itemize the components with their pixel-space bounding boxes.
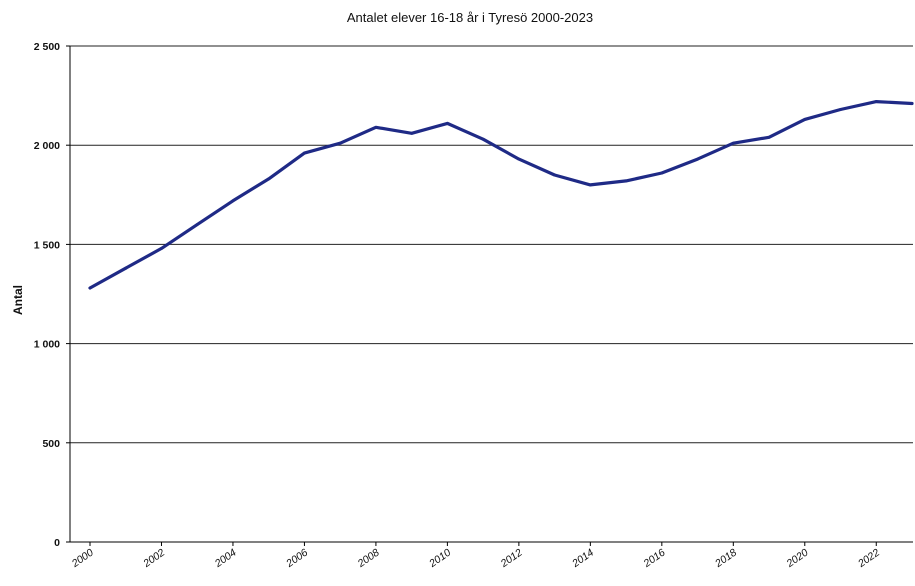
y-tick-label: 0	[54, 537, 60, 549]
data-point	[803, 118, 807, 121]
y-tick-label: 2 000	[34, 140, 60, 152]
y-tick-label: 1 000	[34, 339, 60, 351]
y-tick-label: 2 500	[34, 41, 60, 53]
data-point	[660, 171, 664, 175]
x-tick-label: 2008	[355, 547, 382, 571]
x-tick-label: 2004	[212, 547, 239, 571]
x-tick-label: 2016	[641, 547, 668, 571]
data-point	[445, 121, 449, 125]
x-tick-label: 2012	[498, 547, 525, 571]
data-point	[160, 246, 163, 250]
x-tick-label: 2022	[855, 547, 882, 571]
data-point	[553, 173, 557, 177]
data-point	[696, 157, 699, 161]
data-point	[303, 151, 306, 155]
series-line	[88, 99, 914, 290]
data-point	[410, 131, 414, 135]
data-point	[624, 179, 628, 183]
chart-title: Antalet elever 16-18 år i Tyresö 2000-20…	[347, 10, 593, 25]
data-point	[88, 286, 92, 290]
y-axis-ticks: 0 500 1 000 1 500 2 000 2 500	[34, 41, 70, 549]
data-point	[374, 125, 378, 129]
x-tick-label: 2010	[426, 547, 453, 571]
y-axis-label: Antal	[11, 285, 25, 315]
data-point	[874, 100, 878, 103]
x-tick-label: 2006	[283, 547, 310, 571]
x-tick-label: 2020	[784, 547, 811, 571]
data-point	[588, 183, 592, 187]
x-tick-label: 2014	[569, 547, 596, 571]
x-tick-label: 2002	[140, 547, 167, 571]
data-point	[517, 157, 521, 161]
data-point	[338, 141, 342, 145]
data-point	[231, 199, 235, 203]
x-tick-label: 2018	[712, 547, 739, 571]
data-point	[195, 223, 199, 226]
data-point	[124, 266, 128, 270]
x-tick-label: 2000	[69, 547, 96, 571]
y-tick-label: 1 500	[34, 239, 60, 251]
data-point	[267, 177, 271, 181]
x-axis-ticks: 2000 2002 2004 2006 2008 2010 2012 2014 2016 2018…	[69, 542, 882, 570]
series-group	[88, 99, 914, 290]
data-point	[910, 102, 914, 105]
data-point	[839, 108, 842, 111]
y-tick-label: 500	[42, 438, 60, 450]
gridlines	[70, 45, 913, 444]
data-point	[767, 135, 771, 139]
data-point	[481, 137, 485, 141]
data-point	[731, 141, 735, 145]
